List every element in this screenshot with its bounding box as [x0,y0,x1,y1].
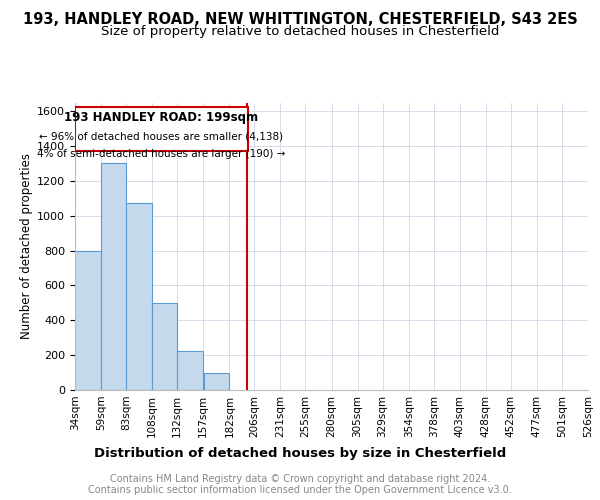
Text: 4% of semi-detached houses are larger (190) →: 4% of semi-detached houses are larger (1… [37,148,286,158]
Bar [127,202,152,390]
Bar [178,351,203,390]
FancyBboxPatch shape [75,107,248,152]
Text: ← 96% of detached houses are smaller (4,138): ← 96% of detached houses are smaller (4,… [40,132,284,141]
Y-axis label: Number of detached properties: Number of detached properties [20,153,33,340]
Bar [75,250,101,390]
Text: Distribution of detached houses by size in Chesterfield: Distribution of detached houses by size … [94,448,506,460]
Bar [152,303,177,390]
Bar [101,164,126,390]
Text: 193 HANDLEY ROAD: 199sqm: 193 HANDLEY ROAD: 199sqm [64,111,259,124]
Text: Contains public sector information licensed under the Open Government Licence v3: Contains public sector information licen… [88,485,512,495]
Text: Contains HM Land Registry data © Crown copyright and database right 2024.: Contains HM Land Registry data © Crown c… [110,474,490,484]
Bar [203,372,229,390]
Text: 193, HANDLEY ROAD, NEW WHITTINGTON, CHESTERFIELD, S43 2ES: 193, HANDLEY ROAD, NEW WHITTINGTON, CHES… [23,12,577,28]
Text: Size of property relative to detached houses in Chesterfield: Size of property relative to detached ho… [101,25,499,38]
